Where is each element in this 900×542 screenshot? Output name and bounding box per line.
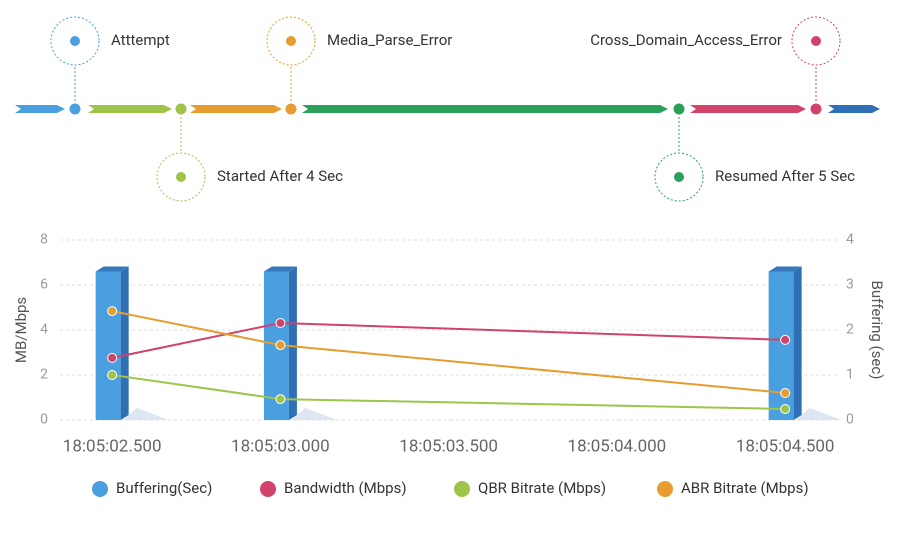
legend-label: Buffering(Sec)	[116, 479, 212, 497]
y-tick-label: 2	[40, 367, 48, 383]
timeline-arrow	[828, 105, 880, 113]
bar-side	[120, 266, 129, 420]
line-series	[111, 322, 786, 359]
line-point	[275, 394, 286, 405]
event-ring	[266, 16, 316, 66]
x-tick-label: 18:05:04.000	[568, 436, 667, 456]
x-tick-label: 18:05:04.500	[736, 436, 835, 456]
bar-top	[263, 266, 297, 272]
x-tick-label: 18:05:02.500	[63, 436, 162, 456]
line-point	[107, 370, 118, 380]
timeline-arrow	[190, 105, 282, 113]
bar-side	[288, 266, 297, 420]
bar-shadow	[290, 408, 337, 420]
event-marker	[809, 102, 823, 116]
timeline-arrow	[88, 105, 172, 113]
timeline-arrow	[690, 105, 806, 113]
event-label: Atttempt	[111, 31, 170, 49]
y2-tick-label: 0	[846, 412, 854, 428]
event-label: Resumed After 5 Sec	[715, 167, 855, 185]
event-ring	[654, 152, 704, 202]
y-tick-label: 4	[40, 322, 48, 338]
line-point	[107, 352, 118, 363]
legend-swatch	[260, 481, 276, 497]
event-ring	[791, 16, 841, 66]
y-tick-label: 6	[40, 277, 48, 293]
legend-swatch	[454, 481, 470, 497]
event-label: Cross_Domain_Access_Error	[590, 31, 782, 49]
line-point	[780, 403, 791, 414]
y-tick-label: 0	[40, 412, 48, 428]
bar-top	[768, 266, 802, 272]
event-dot	[674, 172, 684, 182]
event-dot	[286, 36, 296, 46]
line-series	[111, 310, 786, 394]
line-point	[780, 334, 791, 345]
event-marker	[174, 102, 188, 116]
y2-axis-title: Buffering (sec)	[868, 281, 886, 380]
timeline-arrow	[302, 105, 668, 113]
legend-swatch	[657, 481, 673, 497]
bar-top	[95, 266, 129, 272]
legend-label: QBR Bitrate (Mbps)	[478, 479, 606, 497]
y-axis-title: MB/Mbps	[12, 297, 30, 363]
line-point	[275, 318, 286, 329]
y2-tick-label: 2	[846, 322, 854, 338]
event-label: Started After 4 Sec	[217, 167, 343, 185]
event-marker	[672, 102, 686, 116]
event-label: Media_Parse_Error	[327, 31, 452, 49]
y-tick-label: 8	[40, 232, 48, 248]
event-dot	[70, 36, 80, 46]
event-ring	[156, 152, 206, 202]
legend-swatch	[92, 481, 108, 497]
y2-tick-label: 4	[846, 232, 854, 248]
event-dot	[176, 172, 186, 182]
x-tick-label: 18:05:03.000	[231, 436, 330, 456]
bar-shadow	[795, 408, 842, 420]
legend-label: Bandwidth (Mbps)	[284, 479, 407, 497]
event-marker	[68, 102, 82, 116]
bar-side	[793, 266, 802, 420]
timeline-arrow	[15, 105, 65, 113]
line-series	[112, 374, 786, 410]
line-point	[780, 388, 791, 398]
line-point	[107, 306, 118, 317]
bar-shadow	[122, 408, 169, 420]
bar	[95, 271, 121, 420]
y2-tick-label: 3	[846, 277, 854, 293]
x-tick-label: 18:05:03.500	[399, 436, 498, 456]
legend-label: ABR Bitrate (Mbps)	[681, 479, 809, 497]
line-point	[275, 340, 286, 351]
event-dot	[811, 36, 821, 46]
event-ring	[50, 16, 100, 66]
y2-tick-label: 1	[846, 367, 854, 383]
bar	[768, 271, 794, 420]
event-marker	[284, 102, 298, 116]
